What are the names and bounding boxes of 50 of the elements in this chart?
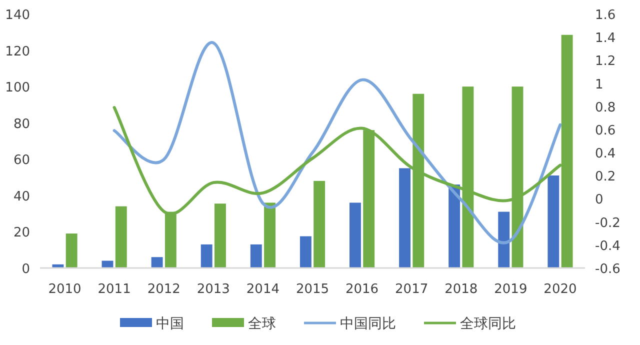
x-tick-label: 2019 (494, 282, 528, 297)
bar (151, 257, 163, 268)
y-tick-label: 80 (13, 116, 30, 132)
bar (66, 234, 78, 268)
y2-tick-label: -0.4 (595, 238, 620, 254)
x-tick-label: 2012 (147, 282, 180, 297)
legend-label: 中国 (156, 316, 184, 332)
y2-tick-label: -0.2 (595, 216, 620, 231)
legend-label: 中国同比 (340, 316, 396, 332)
y2-tick-label: 1.6 (595, 8, 616, 23)
x-tick-label: 2018 (444, 282, 478, 297)
bar (399, 168, 410, 268)
x-tick-label: 2013 (196, 282, 230, 297)
legend-label: 全球同比 (460, 316, 516, 332)
y2-tick-label: 1.4 (595, 31, 616, 46)
bar (300, 236, 312, 268)
x-tick-label: 2015 (296, 282, 330, 297)
bar (115, 206, 127, 268)
y2-tick-label: 0 (595, 192, 604, 208)
y-tick-label: 120 (5, 44, 30, 60)
x-tick-label: 2017 (395, 282, 428, 297)
y2-tick-label: 1.2 (595, 54, 616, 70)
y2-tick-label: 0.8 (595, 100, 616, 116)
y-tick-label: 140 (5, 8, 30, 23)
bar (102, 260, 114, 268)
y2-tick-label: 0.2 (595, 170, 616, 185)
y2-tick-label: 1 (595, 77, 604, 92)
x-tick-label: 2020 (544, 282, 577, 297)
y2-tick-label: 0.6 (595, 123, 616, 138)
bar (250, 244, 262, 268)
bar (200, 244, 212, 268)
y2-tick-label: 0.4 (595, 146, 616, 162)
y-tick-label: 40 (13, 189, 30, 204)
y2-tick-label: -0.6 (595, 262, 620, 277)
bar (498, 212, 510, 268)
y-tick-label: 20 (13, 226, 30, 241)
bar (548, 175, 560, 268)
bar (350, 202, 361, 268)
x-tick-label: 2011 (98, 282, 131, 297)
y-tick-label: 100 (5, 80, 30, 96)
bar (314, 180, 326, 268)
bar (448, 184, 460, 268)
x-tick-label: 2014 (246, 282, 280, 297)
y-tick-label: 60 (13, 153, 30, 168)
x-tick-label: 2010 (48, 282, 82, 297)
y-tick-label: 0 (22, 262, 30, 277)
bar (214, 204, 226, 268)
bar (264, 202, 276, 268)
x-tick-label: 2016 (346, 282, 379, 297)
legend-label: 全球 (248, 316, 276, 332)
